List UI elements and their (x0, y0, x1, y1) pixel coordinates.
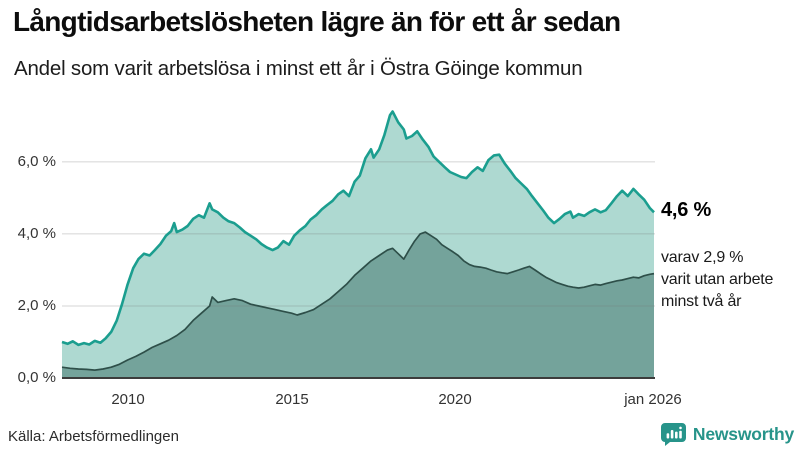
newsworthy-logo-link[interactable]: Newsworthy (660, 423, 794, 446)
end-sub-label-line-3: minst två år (661, 292, 742, 310)
x-tick-label-2015: 2015 (275, 391, 309, 408)
source-note: Källa: Arbetsförmedlingen (8, 428, 179, 445)
series-line-2 (61, 231, 655, 371)
end-value-label: 4,6 % (661, 199, 712, 222)
newsworthy-icon (660, 423, 686, 446)
y-tick-label-6: 6,0 % (17, 153, 56, 170)
end-sub-label: varav 2,9 % varit utan arbete minst två … (661, 247, 773, 313)
end-sub-label-line-1: varav 2,9 % (661, 248, 744, 266)
y-tick-label-0: 0,0 % (17, 369, 56, 386)
x-tick-label-jan2026: jan 2026 (624, 391, 682, 408)
x-tick-label-2010: 2010 (111, 391, 145, 408)
series-line-1 (61, 110, 655, 347)
newsworthy-wordmark: Newsworthy (692, 424, 794, 444)
series-area-2 (62, 232, 654, 378)
x-tick-label-2020: 2020 (438, 391, 472, 408)
y-tick-label-4: 4,0 % (17, 225, 56, 242)
chart-subtitle: Andel som varit arbetslösa i minst ett å… (14, 57, 583, 80)
y-tick-label-2: 2,0 % (17, 297, 56, 314)
chart-title: Långtidsarbetslösheten lägre än för ett … (13, 6, 621, 37)
end-sub-label-line-2: varit utan arbete (661, 270, 774, 288)
